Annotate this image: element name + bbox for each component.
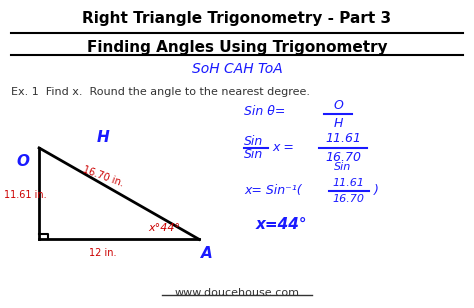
Text: Sin: Sin <box>334 162 352 172</box>
Text: 16.70: 16.70 <box>325 151 361 164</box>
Text: ): ) <box>374 184 379 197</box>
Text: 16.70 in.: 16.70 in. <box>81 165 125 189</box>
Text: Ex. 1  Find x.  Round the angle to the nearest degree.: Ex. 1 Find x. Round the angle to the nea… <box>11 87 310 97</box>
Text: Sin: Sin <box>244 135 264 148</box>
Text: H: H <box>96 130 109 145</box>
Text: A: A <box>201 246 212 261</box>
Text: 16.70: 16.70 <box>333 194 365 204</box>
Text: O: O <box>333 99 343 112</box>
Text: 11.61: 11.61 <box>325 132 361 145</box>
Text: 11.61 in.: 11.61 in. <box>4 190 46 200</box>
Text: SoH CAH ToA: SoH CAH ToA <box>191 63 283 76</box>
Text: x°44°: x°44° <box>148 223 180 233</box>
Text: H: H <box>334 117 343 130</box>
Text: Sin θ=: Sin θ= <box>244 105 285 118</box>
Text: 12 in.: 12 in. <box>89 248 117 258</box>
Text: x=44°: x=44° <box>256 217 307 232</box>
Text: O: O <box>16 154 29 169</box>
Text: www.doucehouse.com: www.doucehouse.com <box>174 288 300 298</box>
Text: Finding Angles Using Trigonometry: Finding Angles Using Trigonometry <box>87 39 387 55</box>
Text: Right Triangle Trigonometry - Part 3: Right Triangle Trigonometry - Part 3 <box>82 10 392 26</box>
Text: 11.61: 11.61 <box>333 178 365 188</box>
Text: x= Sin⁻¹(: x= Sin⁻¹( <box>244 184 301 197</box>
Text: Sin: Sin <box>244 148 264 161</box>
Text: x =: x = <box>273 141 294 154</box>
